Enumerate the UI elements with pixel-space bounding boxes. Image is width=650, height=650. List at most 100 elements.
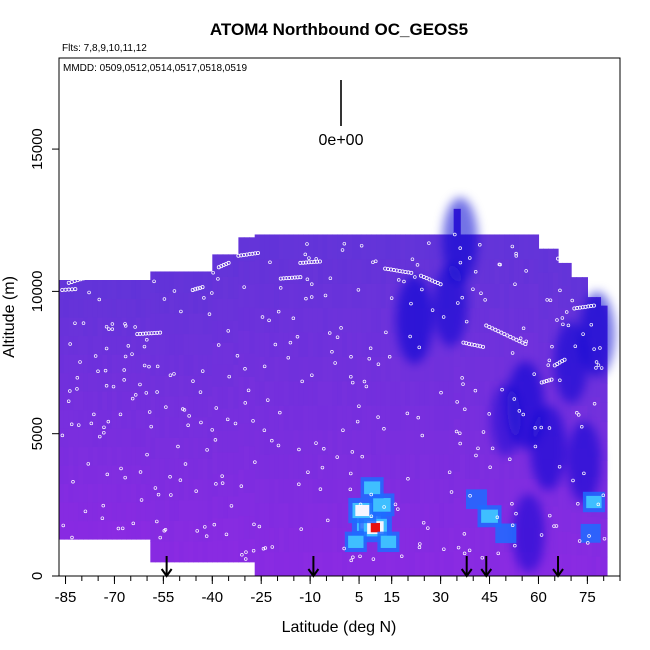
track-point bbox=[233, 421, 238, 426]
curtain-cell bbox=[380, 307, 387, 333]
curtain-cell bbox=[434, 332, 440, 358]
curtain-cell bbox=[83, 409, 89, 429]
track-point bbox=[396, 507, 400, 511]
curtain-cell bbox=[581, 511, 588, 534]
curtain-cell bbox=[361, 380, 367, 406]
curtain-cell bbox=[303, 283, 309, 309]
track-point bbox=[168, 475, 172, 479]
curtain-cell bbox=[562, 397, 568, 421]
curtain-cell bbox=[361, 332, 367, 358]
curtain-cell bbox=[249, 376, 256, 401]
track-point bbox=[155, 519, 159, 524]
curtain-cell bbox=[288, 283, 295, 309]
curtain-cell bbox=[385, 380, 392, 406]
track-point bbox=[210, 428, 214, 432]
curtain-cell bbox=[390, 429, 397, 455]
curtain-cell bbox=[274, 234, 280, 260]
track-point bbox=[281, 276, 286, 281]
curtain-cell bbox=[558, 531, 563, 555]
curtain-cell bbox=[259, 283, 265, 309]
curtain-cell bbox=[322, 234, 329, 260]
curtain-cell bbox=[504, 356, 510, 382]
curtain-cell bbox=[174, 499, 180, 521]
curtain-cell bbox=[596, 396, 602, 418]
track-point bbox=[123, 354, 128, 359]
track-point bbox=[571, 478, 575, 483]
curtain-cell bbox=[107, 317, 113, 337]
curtain-cell bbox=[243, 399, 250, 424]
track-point bbox=[214, 482, 218, 486]
curtain-cell bbox=[376, 454, 382, 480]
track-point bbox=[547, 426, 552, 430]
curtain-cell bbox=[395, 405, 401, 431]
curtain-cell bbox=[92, 391, 99, 411]
curtain-cell bbox=[59, 354, 65, 374]
curtain-cell bbox=[188, 292, 194, 314]
curtain-cell bbox=[193, 541, 199, 563]
curtain-cell bbox=[419, 234, 426, 260]
track-point bbox=[409, 301, 413, 306]
track-point bbox=[369, 514, 374, 519]
curtain-cell bbox=[233, 451, 239, 475]
curtain-cell bbox=[469, 502, 476, 528]
curtain-cell bbox=[207, 375, 213, 397]
track-point bbox=[549, 377, 554, 382]
curtain-cell bbox=[59, 502, 65, 522]
curtain-cell bbox=[479, 405, 486, 431]
curtain-cell bbox=[283, 478, 290, 504]
curtain-cell bbox=[409, 551, 416, 576]
track-point bbox=[199, 420, 203, 425]
track-point bbox=[224, 532, 229, 537]
curtain-cell bbox=[303, 405, 309, 431]
curtain-cell bbox=[283, 429, 290, 455]
curtain-cell bbox=[342, 283, 348, 309]
arrow-head bbox=[480, 568, 493, 578]
curtain-cell bbox=[92, 465, 99, 485]
curtain-cell bbox=[469, 405, 476, 431]
curtain-cell bbox=[308, 527, 314, 553]
curtain-cell bbox=[443, 454, 450, 480]
curtain-cell bbox=[317, 356, 324, 382]
curtain-cell bbox=[174, 292, 180, 314]
x-tick-label: -10 bbox=[299, 589, 321, 606]
track-point bbox=[100, 516, 105, 520]
curtain-cell bbox=[227, 320, 234, 343]
curtain-cell bbox=[159, 333, 166, 356]
curtain-cell bbox=[469, 380, 476, 406]
curtain-cell bbox=[424, 405, 430, 431]
curtain-cell bbox=[558, 285, 563, 309]
curtain-cell bbox=[439, 234, 445, 260]
track-point bbox=[586, 541, 590, 545]
curtain-cell bbox=[312, 551, 319, 576]
track-point bbox=[263, 546, 268, 550]
curtain-cell bbox=[429, 380, 435, 406]
curtain-cell bbox=[174, 520, 180, 542]
curtain-cell bbox=[274, 258, 280, 284]
curtain-cell bbox=[479, 454, 486, 480]
curtain-cell bbox=[312, 234, 319, 260]
curtain-cell bbox=[332, 234, 338, 260]
arrow-head bbox=[307, 568, 320, 578]
curtain-cell bbox=[135, 335, 142, 355]
curtain-cell bbox=[400, 380, 406, 406]
curtain-cell bbox=[121, 520, 127, 540]
curtain-cell bbox=[533, 283, 540, 309]
curtain-cell bbox=[327, 258, 333, 284]
curtain-cell bbox=[312, 283, 319, 309]
track-point bbox=[462, 532, 467, 536]
curtain-cell bbox=[145, 298, 151, 318]
curtain-cell bbox=[322, 258, 329, 284]
curtain-cell bbox=[283, 356, 290, 382]
curtain-cell bbox=[429, 258, 435, 284]
track-point bbox=[297, 482, 301, 487]
track-point bbox=[93, 354, 98, 358]
track-point bbox=[548, 513, 552, 518]
track-point bbox=[322, 447, 326, 451]
curtain-cell bbox=[135, 428, 142, 448]
curtain-cell bbox=[145, 391, 151, 411]
curtain-cell bbox=[227, 276, 234, 299]
curtain-cell bbox=[107, 502, 113, 522]
curtain-cell bbox=[283, 454, 290, 480]
curtain-cell bbox=[414, 478, 421, 504]
